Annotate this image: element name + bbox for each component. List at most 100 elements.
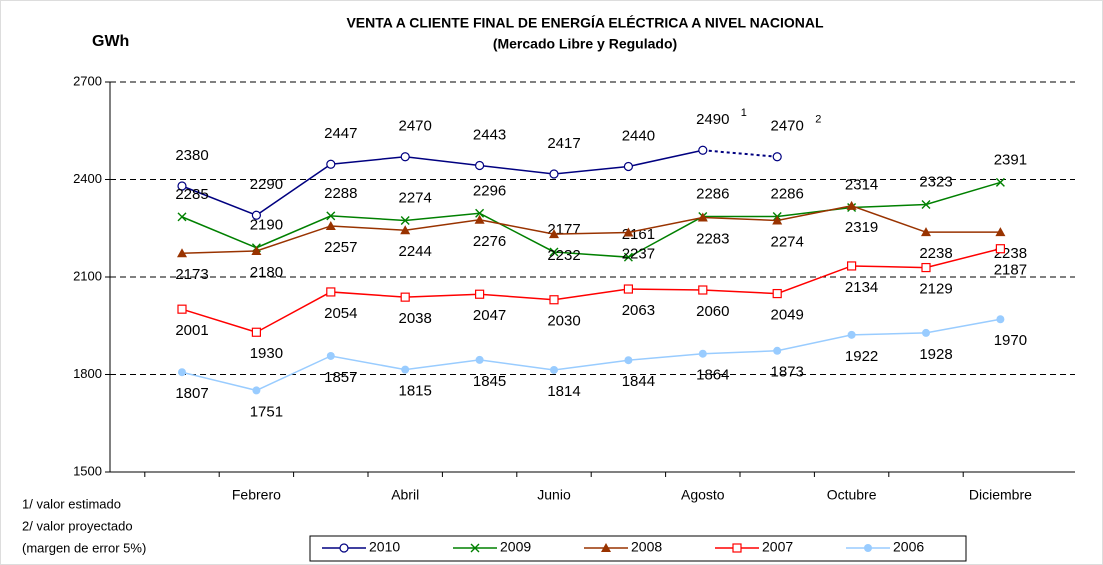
y-axis-label: GWh xyxy=(92,33,129,50)
x-tick-label: Febrero xyxy=(232,487,281,503)
data-label: 2030 xyxy=(547,313,580,330)
data-label: 1845 xyxy=(473,373,506,390)
data-label: 1814 xyxy=(547,383,580,400)
legend-label: 2007 xyxy=(762,539,793,555)
annotation: 2 xyxy=(815,114,821,126)
legend-marker xyxy=(601,543,611,552)
data-label: 1857 xyxy=(324,369,357,386)
data-point xyxy=(698,145,708,155)
data-label: 1751 xyxy=(250,403,283,420)
data-label: 2470 xyxy=(771,118,804,135)
data-label: 2490 xyxy=(696,111,729,128)
data-label: 1873 xyxy=(771,364,804,381)
y-tick-label: 2100 xyxy=(73,268,102,283)
data-label: 2274 xyxy=(399,189,432,206)
data-point xyxy=(697,212,708,222)
legend-label: 2009 xyxy=(500,539,531,555)
data-label: 2443 xyxy=(473,126,506,143)
data-point xyxy=(474,214,485,224)
data-label: 2047 xyxy=(473,307,506,324)
data-label: 2244 xyxy=(399,243,432,260)
data-point xyxy=(326,211,336,221)
legend-marker xyxy=(339,543,349,553)
footnote: (margen de error 5%) xyxy=(22,540,146,555)
data-label: 2001 xyxy=(175,322,208,339)
data-point xyxy=(549,229,559,239)
data-label: 2290 xyxy=(250,176,283,193)
data-point xyxy=(624,356,633,365)
data-label: 2391 xyxy=(994,151,1027,168)
y-tick-label: 2700 xyxy=(73,73,102,88)
y-tick-label: 1800 xyxy=(73,366,102,381)
x-tick-label: Octubre xyxy=(827,487,877,503)
data-label: 2187 xyxy=(994,262,1027,279)
data-label: 2054 xyxy=(324,305,357,322)
data-point xyxy=(177,248,187,258)
data-label: 2134 xyxy=(845,279,878,296)
data-label: 2173 xyxy=(175,266,208,283)
data-label: 2285 xyxy=(175,186,208,203)
x-tick-label: Diciembre xyxy=(969,487,1032,503)
data-label: 2288 xyxy=(324,185,357,202)
data-point xyxy=(773,346,782,355)
data-point xyxy=(995,244,1006,254)
data-label: 2440 xyxy=(622,127,655,144)
footnote: 1/ valor estimado xyxy=(22,496,121,511)
data-point xyxy=(252,386,261,395)
data-point xyxy=(400,215,410,225)
data-label: 1864 xyxy=(696,367,729,384)
series-line xyxy=(181,181,1001,258)
legend-marker xyxy=(864,544,872,552)
data-point xyxy=(996,315,1005,324)
data-label: 2286 xyxy=(771,186,804,203)
data-point xyxy=(177,212,187,222)
data-label: 2060 xyxy=(696,303,729,320)
data-label: 2129 xyxy=(919,281,952,298)
data-point xyxy=(623,161,634,172)
data-label: 1928 xyxy=(919,346,952,363)
chart-subtitle: (Mercado Libre y Regulado) xyxy=(493,36,677,52)
data-point xyxy=(995,177,1005,187)
data-label: 2447 xyxy=(324,125,357,142)
data-point xyxy=(326,159,336,169)
data-point xyxy=(550,365,558,374)
data-point xyxy=(921,262,931,273)
data-point xyxy=(549,247,559,257)
data-point xyxy=(846,261,857,271)
series-line xyxy=(181,318,1001,392)
data-point xyxy=(475,355,484,364)
data-point xyxy=(251,210,261,220)
data-label: 2417 xyxy=(547,135,580,152)
footnote: 2/ valor proyectado xyxy=(22,518,133,533)
data-point xyxy=(847,330,856,339)
data-point xyxy=(326,351,335,360)
data-label: 2314 xyxy=(845,176,878,193)
data-label: 2038 xyxy=(399,310,432,327)
projected-segment xyxy=(702,149,778,158)
data-point xyxy=(921,227,931,237)
data-point xyxy=(251,246,262,255)
data-point xyxy=(772,288,782,299)
data-label: 2232 xyxy=(547,247,580,264)
data-point xyxy=(400,292,410,302)
data-point xyxy=(475,289,485,299)
data-label: 2319 xyxy=(845,219,878,236)
legend-label: 2010 xyxy=(369,539,400,555)
legend-label: 2008 xyxy=(631,539,662,555)
data-label: 2161 xyxy=(622,226,655,243)
x-tick-label: Abril xyxy=(391,487,419,503)
data-label: 2190 xyxy=(250,217,283,234)
data-point xyxy=(995,227,1006,237)
data-label: 1807 xyxy=(175,385,208,402)
data-label: 2296 xyxy=(473,182,506,199)
data-label: 1815 xyxy=(399,383,432,400)
series-line xyxy=(181,247,1001,334)
data-point xyxy=(846,200,857,210)
series-line xyxy=(181,149,703,217)
legend-marker xyxy=(732,543,742,553)
chart-title: VENTA A CLIENTE FINAL DE ENERGÍA ELÉCTRI… xyxy=(346,15,824,31)
data-point xyxy=(475,160,485,171)
data-label: 1922 xyxy=(845,348,878,365)
data-point xyxy=(475,208,485,218)
